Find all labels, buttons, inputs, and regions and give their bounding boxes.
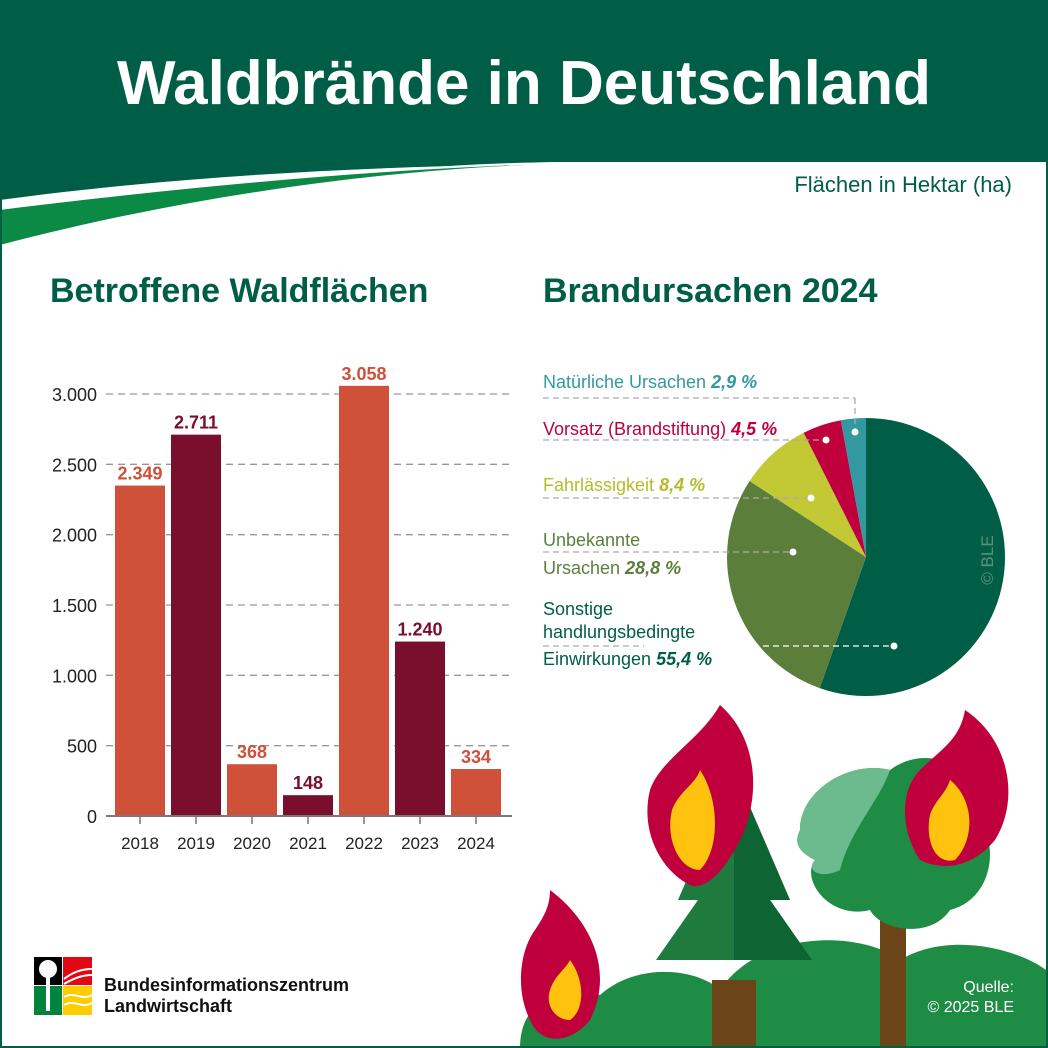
bzl-logo [34,957,92,1015]
x-tick-label: 2021 [289,834,327,853]
pie-label-negligence: Fahrlässigkeit 8,4 % [543,475,706,495]
pie-label-natural: Natürliche Ursachen 2,9 % [543,372,758,392]
bar-2020 [227,764,277,816]
source-note: Quelle: © 2025 BLE [927,979,1014,1016]
y-tick-label: 1.500 [52,596,97,616]
pie-slice [840,418,866,557]
pie-slice [803,420,866,557]
x-tick-label: 2020 [233,834,271,853]
bar-value-label: 148 [293,773,323,793]
pie-slice [727,481,866,689]
bar-chart-title: Betroffene Waldflächen [50,272,429,310]
bar-value-label: 3.058 [341,364,386,384]
bar-2018 [115,485,165,816]
bar-2023 [395,641,445,816]
leader-dot [789,548,797,556]
pie-label-unknown: Unbekannte Ursachen 28,8 % [543,530,682,578]
bar-value-label: 368 [237,742,267,762]
logo-text: Bundesinformationszentrum Landwirtschaft [104,975,350,1016]
leader-dot [822,436,830,444]
y-tick-label: 3.000 [52,385,97,405]
unit-note: Flächen in Hektar (ha) [794,172,1012,197]
bar-2022 [339,385,389,816]
leader-dot [890,642,898,650]
x-tick-label: 2024 [457,834,495,853]
bar-value-label: 334 [461,747,491,767]
x-tick-label: 2018 [121,834,159,853]
y-tick-label: 2.500 [52,455,97,475]
leader-dot [851,428,859,436]
x-tick-label: 2022 [345,834,383,853]
bar-2019 [171,434,221,816]
y-tick-label: 0 [87,807,97,827]
pie-chart-title: Brandursachen 2024 [543,272,878,310]
watermark: © BLE [978,535,997,584]
pie-label-other: Sonstige handlungsbedingte Einwirkungen 55… [543,599,713,669]
bar-value-label: 2.711 [174,413,218,433]
y-tick-label: 500 [67,737,97,757]
bar-2024 [451,769,501,816]
leader-dot [807,494,815,502]
pie-slice [749,432,866,557]
bar-value-label: 2.349 [117,464,162,484]
y-tick-label: 1.000 [52,666,97,686]
x-tick-label: 2023 [401,834,439,853]
bar-value-label: 1.240 [397,620,442,640]
y-tick-label: 2.000 [52,526,97,546]
bar-2021 [283,795,333,816]
header-banner [0,0,1048,245]
x-tick-label: 2019 [177,834,215,853]
page-title: Waldbrände in Deutschland [116,49,932,118]
pie-label-arson: Vorsatz (Brandstiftung) 4,5 % [543,419,778,439]
pie-slice [819,418,1006,696]
